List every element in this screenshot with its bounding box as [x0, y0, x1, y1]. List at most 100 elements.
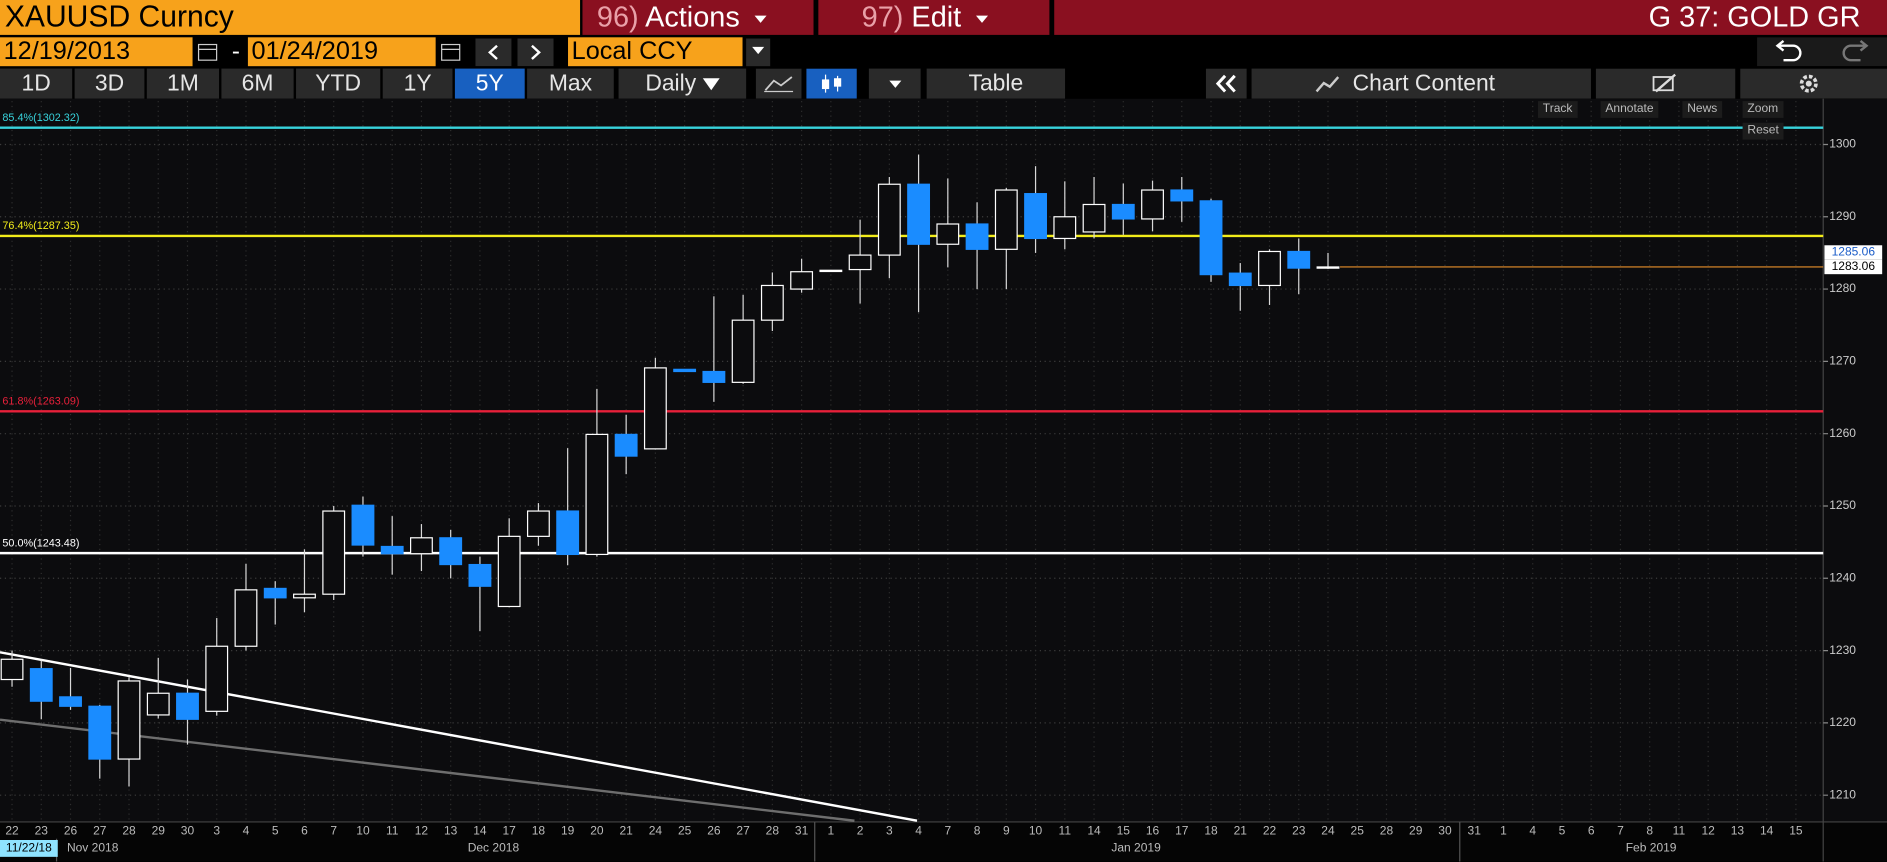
chart-tool[interactable]: Annotate [1600, 101, 1659, 118]
y-tick-label: 1260 [1829, 426, 1856, 440]
annotate-icon[interactable] [1595, 68, 1736, 99]
x-tick-label: 27 [736, 824, 750, 838]
chart-tool[interactable]: Track [1537, 101, 1578, 118]
calendar-icon[interactable] [195, 40, 221, 64]
x-tick-label: 31 [795, 824, 809, 838]
candle-body [907, 183, 931, 245]
candle-body [877, 183, 901, 256]
candle-body [673, 368, 697, 373]
period-button[interactable]: YTD [296, 68, 381, 99]
x-tick-label: 4 [915, 824, 922, 838]
chart-content[interactable]: Chart Content [1251, 68, 1591, 99]
x-tick-label: 7 [330, 824, 337, 838]
x-tick-label: 1 [828, 824, 835, 838]
chart-content-icon [1315, 76, 1340, 93]
candle-body [936, 223, 960, 245]
period-button[interactable]: 6M [221, 68, 294, 99]
candle-body [1316, 266, 1340, 269]
x-tick-label: 21 [619, 824, 633, 838]
currency[interactable]: Local CCY [568, 37, 743, 67]
next-button[interactable] [517, 38, 554, 67]
candle-body [293, 593, 316, 599]
candle-body [88, 705, 112, 760]
x-tick-label: 27 [93, 824, 107, 838]
settings-icon[interactable] [1740, 68, 1887, 99]
x-tick-label: 3 [213, 824, 220, 838]
month-label: Jan 2019 [1111, 841, 1161, 855]
x-tick-label: 14 [473, 824, 487, 838]
period-button[interactable]: 3D [74, 68, 145, 99]
dropdown-arrow [752, 46, 765, 54]
price-tag-label: 1285.06 [1832, 245, 1876, 259]
chart: Nov 2018 Dec 2018 Jan 2019 Feb 2019 11/2… [0, 98, 1887, 862]
candle-body [117, 680, 141, 760]
frequency-label: Daily [645, 71, 697, 97]
actions-menu[interactable]: 96) Actions [582, 0, 814, 35]
candle-body [1024, 193, 1047, 240]
x-tick-label: 21 [1234, 824, 1248, 838]
period-button[interactable]: Max [527, 68, 614, 99]
candle-body [1170, 189, 1194, 202]
y-tick-label: 1270 [1829, 354, 1856, 368]
undo-redo[interactable] [1757, 37, 1887, 67]
collapse-button[interactable] [1205, 68, 1247, 99]
x-tick-label: 25 [1351, 824, 1365, 838]
candle-body [176, 692, 199, 720]
x-tick-label: 5 [272, 824, 279, 838]
x-tick-label: 14 [1087, 824, 1101, 838]
trend-line [0, 651, 918, 822]
start-date[interactable]: 12/19/2013 [0, 37, 193, 67]
fib-label: 85.4%(1302.32) [2, 112, 79, 124]
date-separator: - [231, 38, 240, 65]
y-tick-label: 1280 [1829, 281, 1856, 295]
candle-body [702, 370, 726, 383]
period-button[interactable]: 1Y [382, 68, 453, 99]
currency-dropdown[interactable] [746, 38, 771, 67]
end-date[interactable]: 01/24/2019 [247, 37, 436, 67]
dropdown-arrow [888, 80, 901, 88]
month-label: Feb 2019 [1626, 841, 1677, 855]
x-tick-label: 18 [1204, 824, 1218, 838]
x-tick-label: 20 [590, 824, 604, 838]
menu-label: Actions [645, 1, 740, 34]
x-tick-label: 28 [122, 824, 136, 838]
x-tick-label: 11 [1673, 824, 1686, 838]
candle-chart-icon[interactable] [806, 68, 857, 99]
x-tick-label: 14 [1760, 824, 1774, 838]
x-tick-label: 3 [886, 824, 893, 838]
candle-body [965, 223, 989, 250]
chart-tool[interactable]: News [1682, 101, 1723, 118]
x-tick-label: 22 [5, 824, 19, 838]
chart-tool[interactable]: Reset [1742, 122, 1784, 140]
x-tick-label: 28 [1380, 824, 1394, 838]
x-tick-label: 17 [1175, 824, 1189, 838]
x-tick-label: 13 [1731, 824, 1745, 838]
candle-body [526, 510, 550, 537]
period-button[interactable]: 5Y [454, 68, 525, 99]
edit-menu[interactable]: 97) Edit [818, 0, 1050, 35]
candle-body [322, 510, 346, 595]
candle-body [29, 668, 53, 702]
period-button[interactable]: 1M [146, 68, 220, 99]
x-tick-label: 30 [181, 824, 195, 838]
chart-type-dropdown[interactable] [868, 68, 921, 99]
x-tick-label: 8 [974, 824, 981, 838]
prev-button[interactable] [475, 38, 512, 67]
period-button[interactable]: 1D [0, 68, 73, 99]
line-chart-icon[interactable] [755, 68, 802, 99]
price-tag-box [1824, 259, 1883, 275]
calendar-icon[interactable] [438, 40, 464, 64]
x-tick-label: 23 [1292, 824, 1306, 838]
frequency[interactable]: Daily [618, 68, 747, 99]
candle-body [760, 284, 784, 321]
y-tick-label: 1290 [1829, 209, 1856, 223]
x-tick-label: 30 [1438, 824, 1452, 838]
y-tick-label: 1210 [1829, 787, 1856, 801]
chart-tool[interactable]: Zoom [1742, 101, 1783, 118]
dropdown-arrow [702, 78, 720, 91]
x-tick-label: 7 [944, 824, 951, 838]
price-tag-box [1824, 245, 1883, 260]
x-tick-label: 19 [561, 824, 575, 838]
cursor-date-box [0, 840, 58, 857]
table-button[interactable]: Table [926, 68, 1066, 99]
